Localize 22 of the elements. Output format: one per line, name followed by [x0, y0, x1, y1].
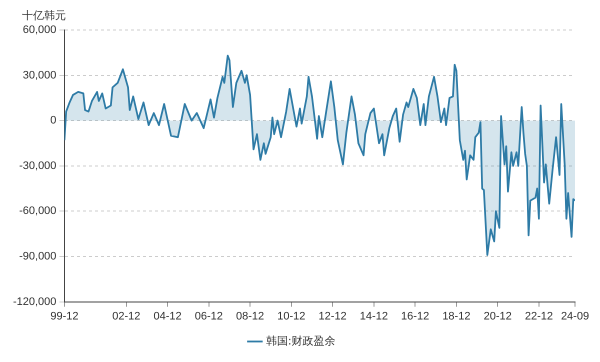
y-tick-label: 60,000: [22, 24, 56, 36]
y-tick-label: -90,000: [19, 250, 56, 263]
x-tick-label: 14-12: [360, 310, 388, 322]
x-tick-label: 20-12: [484, 310, 512, 322]
y-tick-label: -30,000: [19, 160, 56, 172]
x-tick-label: 22-12: [524, 310, 553, 322]
y-axis-title: 十亿韩元: [22, 8, 66, 23]
x-tick-label: 99-12: [50, 310, 78, 322]
y-tick-label: -60,000: [19, 205, 56, 218]
y-tick-label: 30,000: [22, 69, 56, 82]
x-tick-label: 10-12: [277, 310, 306, 322]
x-tick-label: 12-12: [318, 310, 347, 322]
x-tick-label: 08-12: [236, 310, 264, 322]
x-tick-label: 18-12: [442, 310, 470, 322]
y-tick-label: 0: [50, 114, 56, 127]
x-tick-label: 04-12: [154, 310, 182, 322]
x-tick-label: 06-12: [194, 310, 223, 322]
x-tick-label: 02-12: [112, 310, 140, 322]
y-tick-label: -120,000: [12, 296, 56, 308]
x-tick-label: 16-12: [401, 310, 430, 322]
x-tick-label: 24-09: [560, 310, 590, 322]
legend-label: 韩国:财政盈余: [266, 334, 336, 348]
